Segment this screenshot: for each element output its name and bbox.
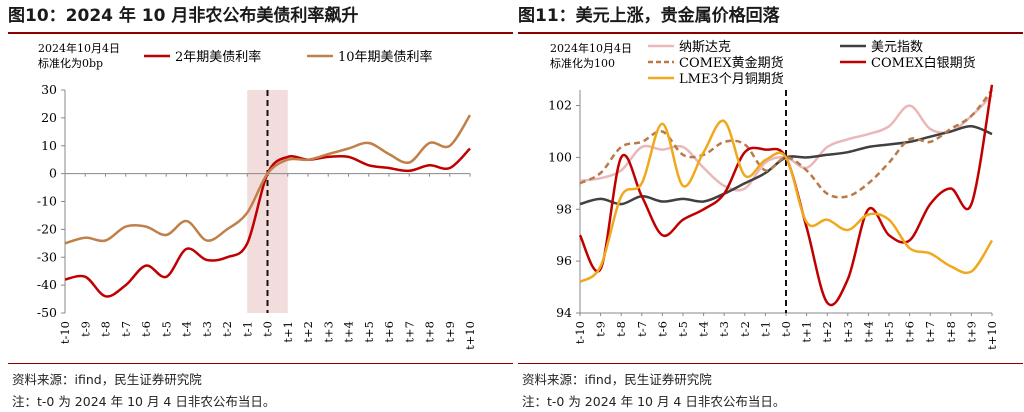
left-chart-panel: 图10：2024 年 10 月非农公布美债利率飙升 2024年10月4日 标准化… — [8, 0, 513, 412]
x-tick-label: t+7 — [402, 321, 416, 343]
y-tick-label: -30 — [37, 249, 57, 264]
y-tick-label: 30 — [41, 82, 57, 97]
note-line-1: 2024年10月4日 — [550, 41, 632, 55]
x-tick-label: t-6 — [139, 321, 153, 337]
x-tick-label: t-3 — [200, 321, 214, 337]
x-tick-label: t+8 — [423, 321, 437, 343]
x-tick-label: t+8 — [944, 321, 958, 343]
y-tick-label: -40 — [37, 277, 57, 292]
legend-label-nasdaq: 纳斯达克 — [679, 40, 731, 55]
note-line-2: 标准化为0bp — [38, 56, 103, 70]
x-tick-label: t+4 — [861, 321, 875, 343]
x-tick-label: t+3 — [841, 321, 855, 343]
x-tick-label: t-9 — [594, 321, 608, 337]
x-tick-label: t+10 — [463, 321, 477, 350]
right-chart-panel: 图11：美元上涨，贵金属价格回落 2024年10月4日 标准化为100 94 96… — [518, 0, 1023, 412]
x-tick-label: t+6 — [382, 321, 396, 343]
x-tick-label: t-0 — [779, 321, 793, 337]
y-tick-label: 100 — [548, 149, 572, 164]
x-tick-label: t-7 — [119, 321, 133, 337]
x-tick-label: t+5 — [882, 321, 896, 343]
legend-label-2y: 2年期美债利率 — [175, 49, 261, 65]
x-tick-label: t-1 — [758, 321, 772, 337]
y-tick-label: -10 — [37, 194, 57, 209]
plot-area: 94 96 98 100 102 t-10 t-9 t-8 t-7 t-6 t-5 t-4 t-3 t-2… — [548, 84, 999, 350]
legend-label-10y: 10年期美债利率 — [338, 49, 433, 65]
y-tick-label: 94 — [556, 305, 572, 320]
x-tick-label: t-4 — [180, 321, 194, 337]
x-tick-label: t-10 — [58, 321, 72, 344]
series-line-10y — [64, 114, 472, 245]
x-tick-label: t-8 — [614, 321, 628, 337]
x-tick-label: t+2 — [301, 321, 315, 343]
x-tick-label: t+3 — [321, 321, 335, 343]
y-tick-label: 98 — [556, 201, 572, 216]
x-tick-label: t-8 — [99, 321, 113, 337]
y-tick-label: 10 — [41, 138, 57, 153]
y-tick-label: -50 — [37, 305, 57, 320]
footer-divider — [8, 363, 513, 364]
footnote-text: 注：t-0 为 2024 年 10 月 4 日非农公布当日。 — [522, 394, 786, 409]
x-tick-label: t+9 — [964, 321, 978, 343]
x-tick-label: t-5 — [676, 321, 690, 337]
figure-title: 图10：2024 年 10 月非农公布美债利率飙升 — [8, 6, 359, 26]
series-line-copper — [579, 119, 994, 283]
plot-area: -50 -40 -30 -20 -10 0 10 20 30 t-10 t-9 t-8 t-7 t-6 t-… — [37, 82, 477, 350]
title-divider — [8, 32, 513, 34]
x-tick-label: t-1 — [240, 321, 254, 337]
legend-label-copper: LME3个月铜期货 — [679, 71, 784, 87]
x-tick-label: t-10 — [573, 321, 587, 344]
y-tick-label: 20 — [41, 110, 57, 125]
series-line-gold — [579, 89, 993, 199]
x-tick-label: t+6 — [903, 321, 917, 343]
x-tick-label: t-3 — [717, 321, 731, 337]
rates-line-chart: 2024年10月4日 标准化为0bp -50 -40 -30 -20 -10 0 10 20 3… — [37, 41, 477, 350]
x-tick-label: t-6 — [655, 321, 669, 337]
x-tick-label: t+1 — [800, 321, 814, 343]
y-tick-label: -20 — [37, 221, 57, 236]
x-tick-label: t-2 — [220, 321, 234, 337]
source-text: 资料来源：ifind，民生证券研究院 — [12, 372, 202, 387]
source-text: 资料来源：ifind，民生证券研究院 — [522, 372, 712, 387]
assets-line-chart: 2024年10月4日 标准化为100 94 96 98 100 102 t-10 t-9 t-… — [548, 40, 999, 350]
y-tick-label: 0 — [49, 166, 57, 181]
legend-label-silver: COMEX白银期货 — [871, 55, 976, 71]
x-tick-label: t-9 — [78, 321, 92, 337]
legend-label-gold: COMEX黄金期货 — [679, 55, 784, 71]
title-divider — [518, 32, 1023, 34]
x-tick-label: t+9 — [443, 321, 457, 343]
x-tick-label: t-2 — [738, 321, 752, 337]
y-tick-label: 102 — [548, 98, 572, 113]
footer-divider — [518, 363, 1023, 364]
x-tick-label: t-4 — [697, 321, 711, 337]
x-tick-label: t-7 — [635, 321, 649, 337]
x-tick-label: t+2 — [820, 321, 834, 343]
legend-label-usd: 美元指数 — [871, 40, 923, 55]
x-tick-label: t+5 — [362, 321, 376, 343]
x-tick-label: t-5 — [159, 321, 173, 337]
figure-title: 图11：美元上涨，贵金属价格回落 — [518, 6, 780, 26]
x-tick-label: t+10 — [985, 321, 999, 350]
x-tick-label: t+4 — [342, 321, 356, 343]
y-tick-label: 96 — [556, 253, 572, 268]
note-line-2: 标准化为100 — [550, 56, 615, 70]
footnote-text: 注：t-0 为 2024 年 10 月 4 日非农公布当日。 — [12, 394, 276, 409]
x-tick-label: t+7 — [923, 321, 937, 343]
x-tick-label: t-0 — [261, 321, 275, 337]
note-line-1: 2024年10月4日 — [38, 41, 120, 55]
x-tick-label: t+1 — [281, 321, 295, 343]
